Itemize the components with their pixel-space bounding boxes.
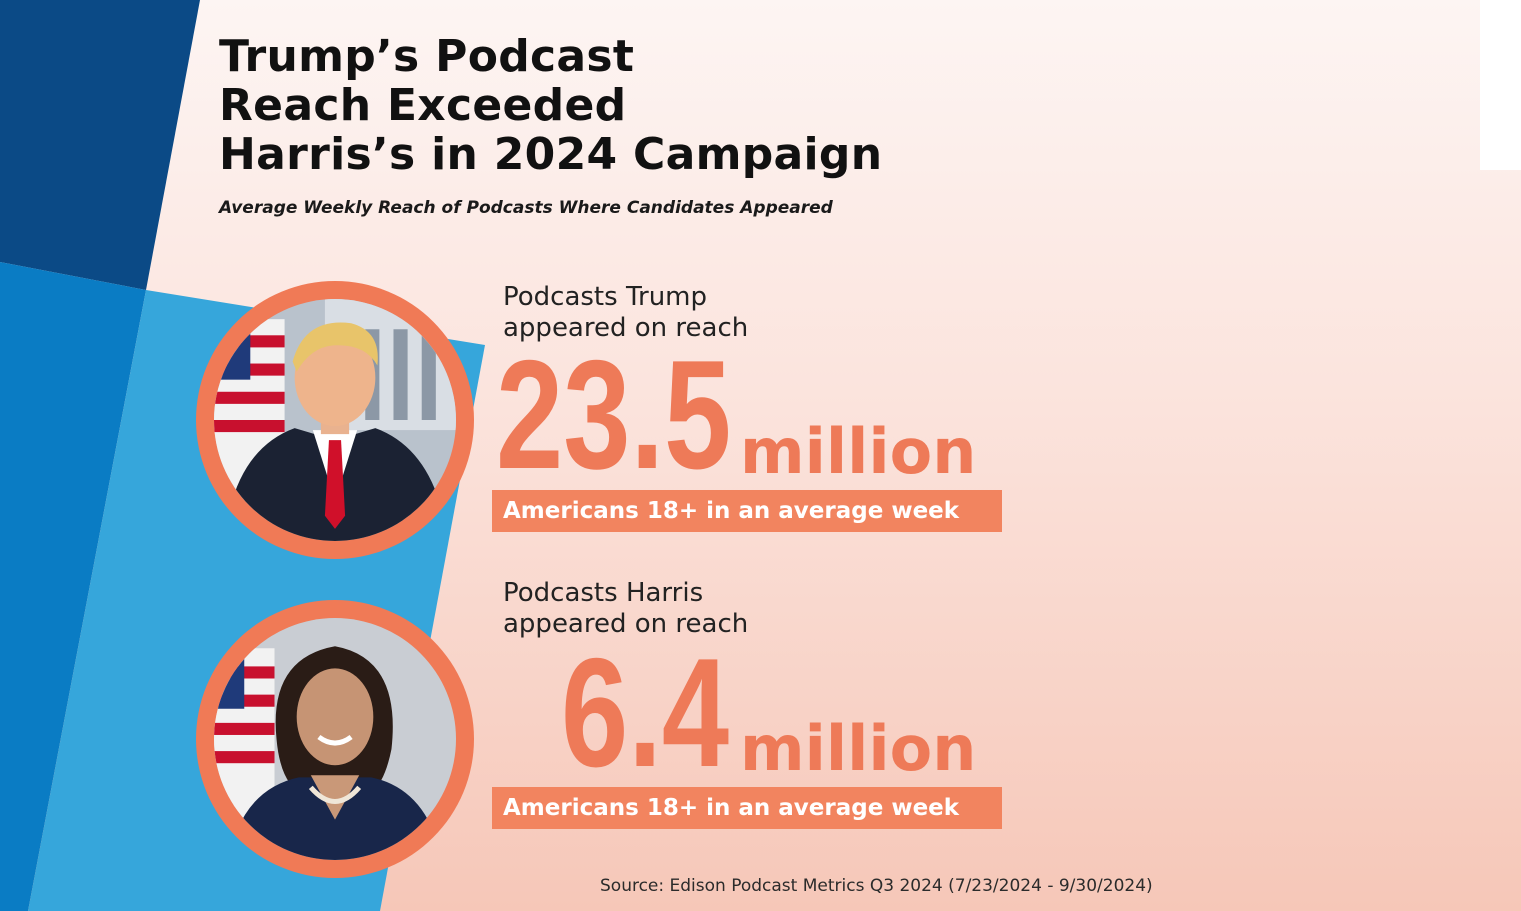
top-right-highlight [1480, 0, 1521, 170]
trump-portrait [196, 281, 474, 559]
trump-intro-text: Podcasts Trump appeared on reach [503, 282, 748, 344]
source-note: Source: Edison Podcast Metrics Q3 2024 (… [600, 876, 1153, 896]
title-line-2: Reach Exceeded [219, 80, 627, 131]
trump-intro-line-2: appeared on reach [503, 313, 749, 343]
navy-band [0, 0, 200, 290]
harris-intro-line-2: appeared on reach [503, 609, 749, 639]
harris-reach-value: 6.4 [561, 626, 730, 799]
subtitle: Average Weekly Reach of Podcasts Where C… [219, 198, 833, 218]
harris-intro-line-1: Podcasts Harris [503, 578, 704, 608]
harris-intro-text: Podcasts Harris appeared on reach [503, 578, 748, 640]
trump-photo [214, 299, 456, 541]
harris-photo-illustration [214, 618, 456, 860]
trump-intro-line-1: Podcasts Trump [503, 282, 708, 312]
title-line-3: Harris’s in 2024 Campaign [219, 129, 883, 180]
harris-photo [214, 618, 456, 860]
trump-audience-band: Americans 18+ in an average week [492, 490, 1002, 532]
harris-portrait [196, 600, 474, 878]
title-line-1: Trump’s Podcast [219, 31, 635, 82]
trump-reach-unit: million [740, 415, 977, 488]
harris-reach-unit: million [740, 712, 977, 785]
trump-reach-value: 23.5 [496, 328, 732, 501]
trump-photo-illustration [214, 299, 456, 541]
page-title: Trump’s Podcast Reach Exceeded Harris’s … [219, 32, 882, 179]
harris-audience-band: Americans 18+ in an average week [492, 787, 1002, 829]
mid-blue-band [0, 262, 146, 911]
